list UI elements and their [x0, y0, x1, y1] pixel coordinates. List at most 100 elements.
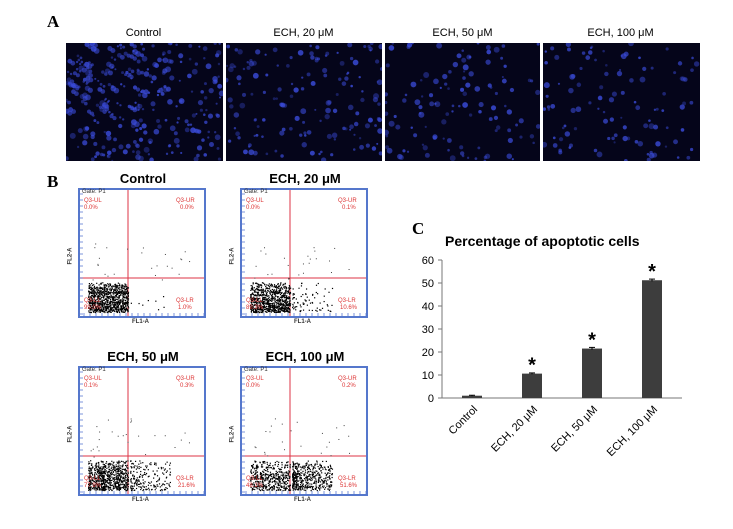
event-dot: [102, 489, 105, 491]
event-dot: [91, 284, 94, 286]
event-dot: [116, 307, 118, 309]
event-dot: [286, 309, 288, 311]
event-dot: [253, 296, 255, 298]
event-dot: [88, 287, 90, 290]
event-dot: [328, 477, 331, 479]
event-dot: [268, 489, 271, 491]
event-dot: [252, 297, 254, 299]
event-dot: [90, 309, 92, 311]
cell-nucleus: [262, 90, 266, 94]
event-dot: [268, 287, 270, 290]
event-dot: [288, 472, 290, 474]
event-dot: [143, 489, 145, 491]
cell-nucleus: [622, 125, 627, 130]
cell-nucleus: [434, 102, 437, 105]
event-dot: [125, 482, 127, 484]
cell-nucleus: [639, 76, 646, 83]
event-dot: [163, 484, 166, 486]
event-dot: [294, 489, 296, 491]
x-tick-label: Control: [447, 404, 481, 438]
cell-nucleus: [218, 96, 222, 99]
event-dot: [277, 299, 279, 301]
event-dot: [136, 483, 138, 486]
event-dot: [319, 481, 322, 483]
event-dot: [288, 480, 290, 482]
event-dot: [269, 473, 272, 475]
event-dot: [93, 296, 96, 298]
event-dot: [117, 299, 119, 301]
event-dot: [264, 306, 266, 309]
cell-nucleus: [239, 102, 246, 109]
event-dot: [269, 471, 272, 473]
event-dot: [118, 302, 121, 304]
event-dot: [274, 480, 276, 482]
cell-nucleus: [474, 157, 478, 160]
event-dot: [150, 462, 152, 464]
event-dot: [284, 481, 286, 483]
event-dot: [100, 293, 102, 296]
event-dot: [102, 463, 104, 465]
event-dot: [314, 297, 316, 299]
event-dot: [145, 467, 148, 469]
quad-ur-label: Q3-UR: [338, 376, 357, 382]
event-dot: [261, 302, 264, 304]
event-dot: [255, 477, 257, 480]
cell-nucleus: [196, 153, 200, 158]
event-dot: [112, 298, 115, 300]
event-dot: [250, 308, 252, 310]
cell-nucleus: [501, 44, 506, 48]
cell-nucleus: [289, 94, 294, 99]
cell-nucleus: [347, 104, 354, 111]
event-dot: [109, 296, 111, 298]
event-dot: [292, 288, 294, 290]
event-dot: [101, 296, 103, 298]
cell-nucleus: [673, 71, 677, 75]
event-dot: [300, 484, 302, 486]
event-dot: [102, 301, 104, 304]
event-dot: [289, 309, 291, 311]
event-dot: [90, 482, 92, 484]
event-dot: [285, 306, 287, 308]
event-dot: [119, 478, 122, 481]
event-dot: [125, 288, 127, 290]
event-dot: [273, 311, 275, 313]
event-dot: [107, 306, 109, 309]
cell-nucleus: [494, 91, 498, 96]
cell-nucleus: [690, 147, 694, 152]
event-dot: [315, 480, 317, 482]
gate-label: Gate: P1: [244, 189, 268, 195]
cell-nucleus: [478, 109, 482, 114]
event-dot: [293, 302, 295, 304]
event-dot: [251, 287, 254, 290]
cell-nucleus: [215, 53, 220, 58]
cell-nucleus: [324, 113, 330, 120]
flow-scatter: [80, 190, 204, 316]
event-dot: [101, 482, 104, 484]
event-dot: [98, 297, 100, 299]
event-dot: [123, 297, 126, 299]
event-dot: [116, 305, 119, 307]
event-dot: [115, 471, 117, 473]
cell-nucleus: [433, 78, 439, 85]
event-dot: [91, 463, 93, 465]
event-dot: [140, 466, 142, 468]
event-dot: [265, 285, 267, 288]
event-dot: [279, 483, 281, 485]
event-dot: [121, 468, 123, 470]
event-dot: [296, 483, 298, 486]
event-dot: [330, 465, 332, 468]
event-dot: [99, 302, 101, 304]
event-dot: [305, 463, 307, 465]
event-dot: [118, 283, 121, 285]
cell-nucleus: [620, 116, 623, 119]
event-dot: [282, 284, 284, 286]
event-dot: [318, 477, 320, 479]
cell-nucleus: [303, 131, 307, 135]
event-dot: [105, 309, 107, 311]
event-dot: [251, 288, 253, 291]
event-dot: [95, 305, 97, 308]
event-dot: [272, 299, 274, 301]
cell-nucleus: [132, 85, 138, 90]
cell-nucleus: [365, 143, 370, 148]
event-dot: [121, 470, 123, 472]
